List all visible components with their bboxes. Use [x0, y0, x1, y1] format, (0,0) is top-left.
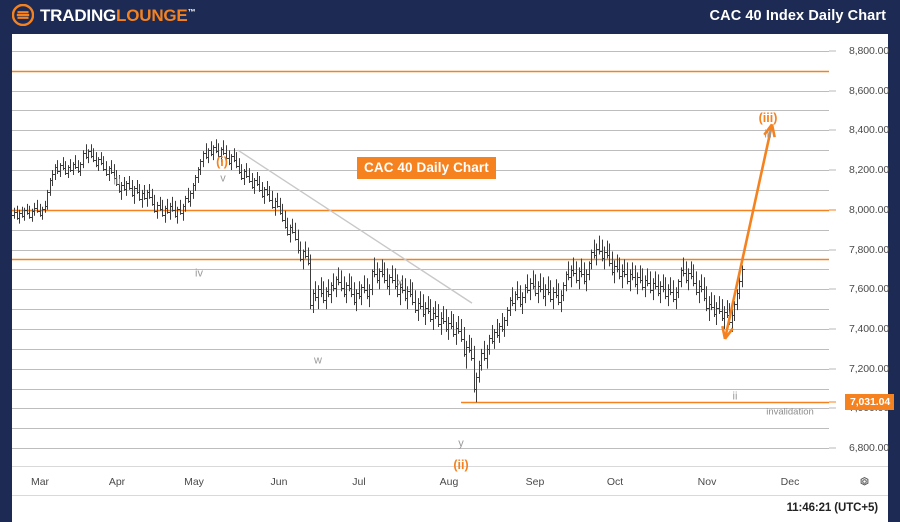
- price-axis-label: 7,800.00: [849, 243, 890, 256]
- price-axis-label: 6,800.00: [849, 442, 890, 455]
- price-axis-label: 7,400.00: [849, 322, 890, 335]
- price-tick: [829, 249, 836, 250]
- chart-footer: 11:46:21 (UTC+5): [12, 497, 888, 522]
- wave-label-w: w: [314, 354, 322, 367]
- price-axis-label: 8,400.00: [849, 124, 890, 137]
- current-price-badge: 7,031.04: [845, 394, 895, 411]
- price-tick: [829, 447, 836, 449]
- wave-label-x: x: [397, 276, 403, 289]
- trademark-symbol: ™: [187, 6, 196, 16]
- wave-label-iii: (iii): [758, 110, 778, 125]
- page-title: CAC 40 Index Daily Chart: [709, 8, 886, 24]
- current-price-tick: [829, 401, 836, 403]
- wave-label-ii: ii: [732, 390, 738, 403]
- brand-word-primary: TRADING: [40, 5, 117, 25]
- wave-label-ii: (ii): [453, 457, 469, 472]
- wave-label-iii: iii: [113, 175, 121, 188]
- price-axis[interactable]: 8,800.00 8,600.00 8,400.00 8,200.00 8,000.00…: [829, 34, 895, 466]
- price-tick: [829, 169, 836, 171]
- price-axis-label: 7,200.00: [849, 362, 890, 375]
- time-axis-label: Jun: [270, 476, 288, 488]
- price-axis-label: 8,600.00: [849, 84, 890, 97]
- wave-label-i: i: [533, 283, 537, 296]
- app-header: TRADINGLOUNGE™ CAC 40 Index Daily Chart: [0, 0, 900, 34]
- ohlc-bars-group: [12, 139, 745, 403]
- wave-label-v: v: [220, 172, 226, 185]
- time-axis-label: Oct: [606, 476, 624, 488]
- brand-word-secondary: LOUNGE: [116, 5, 188, 25]
- time-axis-label: Nov: [697, 476, 717, 488]
- price-tick: [829, 288, 836, 290]
- wave-label-i: (i): [216, 154, 228, 169]
- invalidation-label: invalidation: [766, 406, 814, 418]
- price-tick: [829, 407, 836, 409]
- price-tick: [829, 50, 836, 52]
- time-axis-label: Apr: [108, 476, 126, 488]
- time-axis-label: Mar: [30, 476, 50, 488]
- price-tick: [829, 90, 836, 92]
- chart-plot-area[interactable]: [12, 34, 829, 466]
- wave-label-y: y: [458, 437, 464, 450]
- wave-label-iii: iii: [764, 128, 772, 141]
- brand-wordmark: TRADINGLOUNGE™: [40, 5, 196, 25]
- time-axis-label: Sep: [525, 476, 545, 488]
- wave-label-iv: iv: [195, 267, 203, 280]
- price-tick: [829, 129, 836, 131]
- time-axis-label: May: [184, 476, 204, 488]
- time-axis[interactable]: Mar Apr May Jun Jul Aug Sep Oct Nov Dec: [12, 466, 888, 496]
- chart-frame: CAC 40 Daily Chart iii v (i) iv w x y (ii) i ii (i…: [12, 34, 895, 522]
- gridlines-group: [12, 51, 829, 449]
- time-axis-label: Aug: [439, 476, 459, 488]
- price-axis-label: 8,200.00: [849, 164, 890, 177]
- chart-title-badge: CAC 40 Daily Chart: [357, 157, 496, 179]
- trendline-group: [237, 149, 473, 304]
- tradinglounge-logo-icon: [12, 4, 34, 26]
- price-tick: [829, 209, 836, 211]
- time-axis-label: Jul: [352, 476, 366, 488]
- price-chart-svg: [12, 51, 829, 449]
- clock-readout: 11:46:21 (UTC+5): [786, 502, 879, 514]
- gear-icon[interactable]: [857, 474, 872, 494]
- horizontal-levels-group: [12, 70, 829, 404]
- price-axis-label: 7,600.00: [849, 283, 890, 296]
- price-axis-label: 8,800.00: [849, 44, 890, 57]
- price-axis-label: 8,000.00: [849, 203, 890, 216]
- brand-logo[interactable]: TRADINGLOUNGE™: [12, 4, 196, 26]
- price-tick: [829, 368, 836, 370]
- projection-arrow-group: [721, 123, 776, 340]
- time-axis-label: Dec: [780, 476, 800, 488]
- price-tick: [829, 328, 836, 330]
